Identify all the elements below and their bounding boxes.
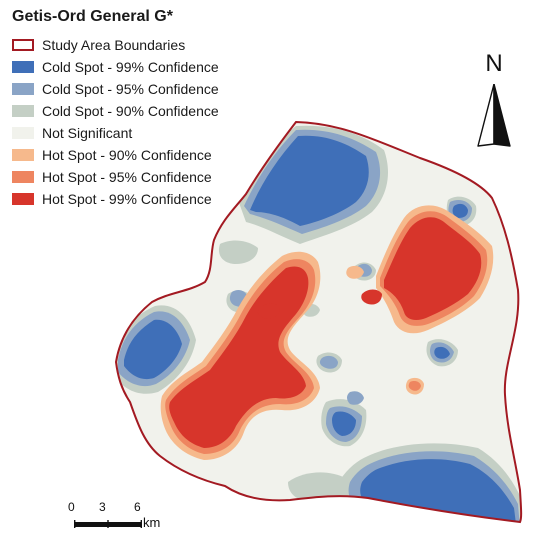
legend-item-cold-90: Cold Spot - 90% Confidence (12, 100, 219, 122)
cold-spot-99-zones (124, 135, 516, 522)
legend-item-hot-90: Hot Spot - 90% Confidence (12, 144, 219, 166)
scale-tick-1: 3 (99, 500, 106, 514)
study-area-boundary (114, 120, 523, 524)
legend-title: Getis-Ord General G* (12, 8, 173, 25)
legend-item-cold-99: Cold Spot - 99% Confidence (12, 56, 219, 78)
legend-label-study-area: Study Area Boundaries (42, 37, 186, 53)
legend-label-hot-95: Hot Spot - 95% Confidence (42, 169, 212, 185)
legend-swatch-cold-99 (12, 61, 34, 73)
legend-items: Study Area Boundaries Cold Spot - 99% Co… (12, 34, 219, 210)
legend-swatch-cold-95 (12, 83, 34, 95)
legend-label-cold-95: Cold Spot - 95% Confidence (42, 81, 219, 97)
legend-label-not-significant: Not Significant (42, 125, 133, 141)
north-arrow-icon (477, 84, 511, 147)
legend-label-hot-90: Hot Spot - 90% Confidence (42, 147, 212, 163)
legend-item-not-significant: Not Significant (12, 122, 219, 144)
legend-label-cold-99: Cold Spot - 99% Confidence (42, 59, 219, 75)
legend-item-study-area: Study Area Boundaries (12, 34, 219, 56)
legend-swatch-study-area (12, 39, 34, 51)
north-label: N (485, 50, 503, 77)
scale-tick-2: 6 (134, 500, 141, 514)
map-legend: Getis-Ord General G* Study Area Boundari… (12, 8, 219, 210)
legend-swatch-not-significant (12, 127, 34, 139)
legend-item-cold-95: Cold Spot - 95% Confidence (12, 78, 219, 100)
north-arrow: N (470, 52, 518, 152)
legend-swatch-hot-95 (12, 171, 34, 183)
hot-spot-99-zones (169, 217, 482, 448)
scale-bar: 0 3 6 km (62, 500, 172, 532)
scale-unit-label: km (143, 515, 161, 530)
legend-swatch-hot-99 (12, 193, 34, 205)
legend-item-hot-95: Hot Spot - 95% Confidence (12, 166, 219, 188)
scale-tick-0: 0 (68, 500, 75, 514)
legend-swatch-hot-90 (12, 149, 34, 161)
scale-bar-graphic (74, 520, 142, 528)
legend-label-hot-99: Hot Spot - 99% Confidence (42, 191, 212, 207)
legend-swatch-cold-90 (12, 105, 34, 117)
legend-label-cold-90: Cold Spot - 90% Confidence (42, 103, 219, 119)
legend-item-hot-99: Hot Spot - 99% Confidence (12, 188, 219, 210)
